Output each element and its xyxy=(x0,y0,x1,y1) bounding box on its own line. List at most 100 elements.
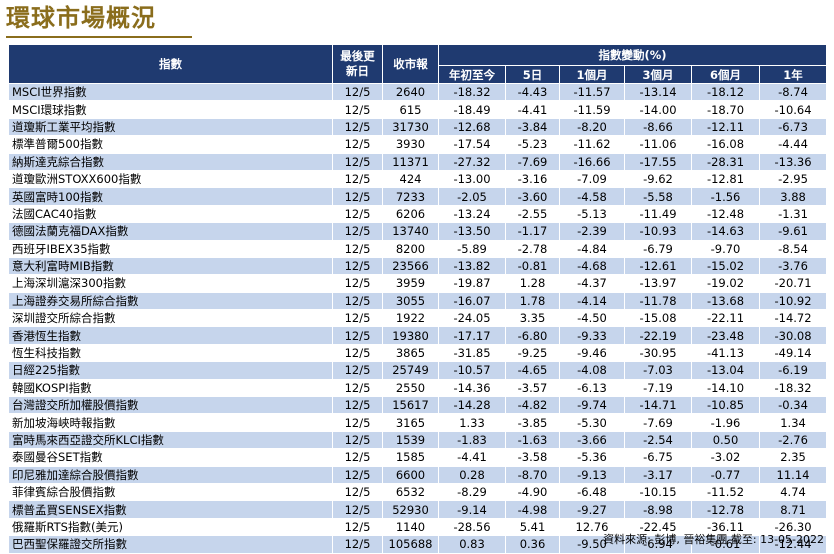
table-row: 標準普爾500指數 12/5 3930 -17.54 -5.23 -11.62 -11.06… xyxy=(8,135,828,154)
index-name-cell: 巴西聖保羅證交所指數 xyxy=(8,535,333,554)
change-1m-cell: -6.13 xyxy=(559,379,625,398)
table-row: 英國富時100指數 12/5 7233 -2.05 -3.60 -4.58 -5.58 -1.… xyxy=(8,187,828,206)
change-6m-cell: -9.70 xyxy=(691,240,760,258)
change-3m-cell: -17.55 xyxy=(624,153,692,171)
header-last-update-label: 最後更新日 xyxy=(340,49,375,78)
change-5d-cell: -4.98 xyxy=(505,500,560,519)
change-ytd-cell: -16.07 xyxy=(438,292,506,311)
last-update-cell: 12/5 xyxy=(332,118,383,137)
change-5d-cell: -4.65 xyxy=(505,361,560,380)
change-1y-cell: -2.76 xyxy=(758,431,828,450)
table-row: 納斯達克綜合指數 12/5 11371 -27.32 -7.69 -16.66 -17.55… xyxy=(8,153,828,171)
change-3m-cell: -10.93 xyxy=(624,222,692,241)
change-ytd-cell: -5.89 xyxy=(438,240,506,258)
change-3m-cell: -11.49 xyxy=(624,205,692,224)
change-1y-cell: -2.95 xyxy=(758,170,828,189)
last-update-cell: 12/5 xyxy=(332,170,383,189)
last-update-cell: 12/5 xyxy=(332,292,383,311)
change-6m-cell: -14.10 xyxy=(691,379,760,398)
change-ytd-cell: -14.36 xyxy=(438,379,506,398)
change-1m-cell: -4.68 xyxy=(559,257,625,276)
change-1m-cell: 12.76 xyxy=(559,518,625,537)
change-ytd-cell: -13.50 xyxy=(438,222,506,241)
table-row: 意大利富時MIB指數 12/5 23566 -13.82 -0.81 -4.68 -12.6… xyxy=(8,257,828,276)
change-1y-cell: 3.88 xyxy=(758,187,828,206)
change-6m-cell: -3.02 xyxy=(691,448,760,467)
change-1m-cell: -5.36 xyxy=(559,448,625,467)
change-6m-cell: -10.85 xyxy=(691,396,760,415)
change-5d-cell: 1.28 xyxy=(505,274,560,293)
change-ytd-cell: 0.83 xyxy=(438,535,506,554)
header-last-update: 最後更新日 xyxy=(332,44,383,84)
change-1m-cell: -6.48 xyxy=(559,483,625,502)
table-row: 台灣證交所加權股價指數 12/5 15617 -14.28 -4.82 -9.74 -14.… xyxy=(8,396,828,415)
change-ytd-cell: -19.87 xyxy=(438,274,506,293)
table-row: 深圳證交所綜合指數 12/5 1922 -24.05 3.35 -4.50 -15.08 -2… xyxy=(8,309,828,328)
last-update-cell: 12/5 xyxy=(332,379,383,398)
last-update-cell: 12/5 xyxy=(332,153,383,171)
last-update-cell: 12/5 xyxy=(332,361,383,380)
source-footnote: 資料來源: 彭博, 晉裕集團 截至: 13-05-2022 xyxy=(603,533,824,546)
index-name-cell: 泰國曼谷SET指數 xyxy=(8,448,333,467)
change-5d-cell: -8.70 xyxy=(505,466,560,484)
close-value-cell: 31730 xyxy=(382,118,439,137)
change-ytd-cell: -13.00 xyxy=(438,170,506,189)
index-name-cell: 台灣證交所加權股價指數 xyxy=(8,396,333,415)
change-ytd-cell: 1.33 xyxy=(438,413,506,432)
change-1y-cell: -3.76 xyxy=(758,257,828,276)
last-update-cell: 12/5 xyxy=(332,518,383,537)
change-3m-cell: -14.71 xyxy=(624,396,692,415)
table-row: 泰國曼谷SET指數 12/5 1585 -4.41 -3.58 -5.36 -6.75 -3.… xyxy=(8,448,828,467)
change-3m-cell: -8.66 xyxy=(624,118,692,137)
index-name-cell: 上海證券交易所綜合指數 xyxy=(8,292,333,311)
change-1m-cell: -9.33 xyxy=(559,326,625,345)
close-value-cell: 23566 xyxy=(382,257,439,276)
close-value-cell: 11371 xyxy=(382,153,439,171)
close-value-cell: 15617 xyxy=(382,396,439,415)
change-3m-cell: -6.75 xyxy=(624,448,692,467)
change-5d-cell: -3.58 xyxy=(505,448,560,467)
table-header: 指數 最後更新日 收市報 指數變動(%) 年初至今 5日 1個月 3個月 6個月… xyxy=(8,44,828,84)
last-update-cell: 12/5 xyxy=(332,240,383,258)
change-1y-cell: 4.74 xyxy=(758,483,828,502)
change-3m-cell: -2.54 xyxy=(624,431,692,450)
change-1y-cell: -8.54 xyxy=(758,240,828,258)
change-1m-cell: -4.37 xyxy=(559,274,625,293)
change-1y-cell: -6.19 xyxy=(758,361,828,380)
change-1m-cell: -4.84 xyxy=(559,240,625,258)
table-row: 香港恆生指數 12/5 19380 -17.17 -6.80 -9.33 -22.19 -23… xyxy=(8,326,828,345)
page-title: 環球市場概況 xyxy=(6,4,156,32)
change-1m-cell: -7.09 xyxy=(559,170,625,189)
close-value-cell: 3055 xyxy=(382,292,439,311)
index-name-cell: 香港恆生指數 xyxy=(8,326,333,345)
change-1y-cell: -13.36 xyxy=(758,153,828,171)
last-update-cell: 12/5 xyxy=(332,274,383,293)
change-6m-cell: -0.77 xyxy=(691,466,760,484)
table-row: 道瓊歐洲STOXX600指數 12/5 424 -13.00 -3.16 -7.09 -9.… xyxy=(8,170,828,189)
change-6m-cell: -15.02 xyxy=(691,257,760,276)
index-name-cell: 日經225指數 xyxy=(8,361,333,380)
index-name-cell: MSCI世界指數 xyxy=(8,83,333,102)
change-5d-cell: -3.84 xyxy=(505,118,560,137)
change-6m-cell: -12.81 xyxy=(691,170,760,189)
change-6m-cell: -12.78 xyxy=(691,500,760,519)
change-6m-cell: -12.11 xyxy=(691,118,760,137)
change-6m-cell: -41.13 xyxy=(691,344,760,363)
header-period-ytd: 年初至今 xyxy=(438,65,506,84)
close-value-cell: 3959 xyxy=(382,274,439,293)
change-ytd-cell: -27.32 xyxy=(438,153,506,171)
change-5d-cell: -5.23 xyxy=(505,135,560,154)
last-update-cell: 12/5 xyxy=(332,466,383,484)
last-update-cell: 12/5 xyxy=(332,187,383,206)
change-5d-cell: 5.41 xyxy=(505,518,560,537)
last-update-cell: 12/5 xyxy=(332,257,383,276)
change-3m-cell: -6.79 xyxy=(624,240,692,258)
change-1y-cell: -4.44 xyxy=(758,135,828,154)
change-6m-cell: -18.12 xyxy=(691,83,760,102)
change-6m-cell: -18.70 xyxy=(691,100,760,119)
change-1y-cell: 11.14 xyxy=(758,466,828,484)
change-3m-cell: -13.97 xyxy=(624,274,692,293)
change-1y-cell: -10.64 xyxy=(758,100,828,119)
change-1y-cell: 1.34 xyxy=(758,413,828,432)
change-1y-cell: 8.71 xyxy=(758,500,828,519)
